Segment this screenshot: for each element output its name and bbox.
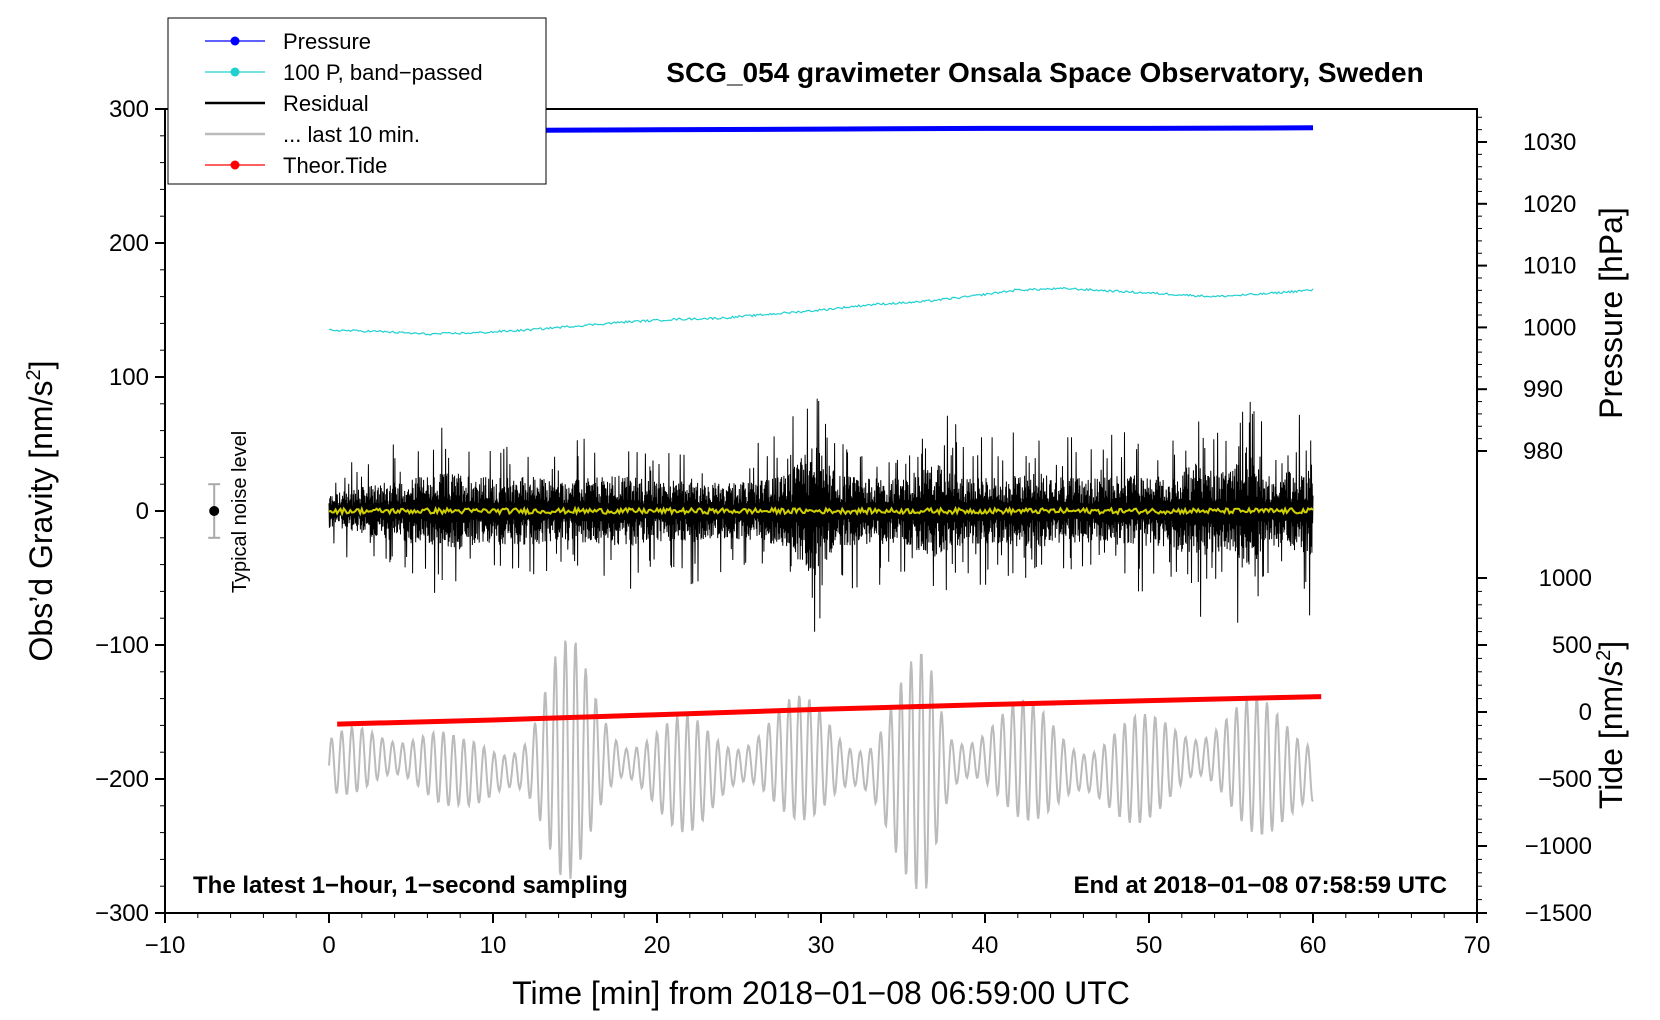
- pressure-tick-label: 980: [1523, 438, 1563, 465]
- x-tick-label: 10: [480, 932, 507, 959]
- y-tick-label: −100: [95, 632, 149, 659]
- pressure-axis-title: Pressure [hPa]: [1593, 207, 1629, 419]
- annotation-right: End at 2018−01−08 07:58:59 UTC: [1073, 872, 1447, 899]
- tide-tick-label: −1000: [1525, 833, 1592, 860]
- pressure-tick-label: 990: [1523, 376, 1563, 403]
- y-tick-label: 100: [109, 364, 149, 391]
- y-tick-label: 300: [109, 96, 149, 123]
- x-axis-title: Time [min] from 2018−01−08 06:59:00 UTC: [512, 975, 1130, 1011]
- legend-label: Pressure: [283, 29, 371, 54]
- x-tick-label: 40: [972, 932, 999, 959]
- y-tick-label: 0: [136, 498, 149, 525]
- tide-axis-title-main: Tide [nm/s: [1593, 661, 1629, 809]
- band-passed-line: [328, 286, 1314, 336]
- x-tick-label: 20: [644, 932, 671, 959]
- pressure-axis-ticks: 980 990 1000 1010 1020 1030: [1477, 116, 1576, 465]
- chart-title: SCG_054 gravimeter Onsala Space Observat…: [666, 57, 1423, 88]
- tide-tick-label: 0: [1579, 699, 1592, 726]
- legend-marker: [230, 36, 240, 46]
- x-tick-label: 30: [808, 932, 835, 959]
- legend-label: Residual: [283, 91, 369, 116]
- tide-line: [337, 694, 1322, 727]
- pressure-tick-label: 1010: [1523, 253, 1576, 280]
- y-tick-label: −200: [95, 766, 149, 793]
- legend-marker: [230, 67, 240, 77]
- y-left-axis-ticks: −300 −200 −100 0 100 200 300: [95, 96, 165, 927]
- annotation-left: The latest 1−hour, 1−second sampling: [193, 872, 628, 899]
- y-left-axis-title-main: Obs’d Gravity [nm/s: [23, 381, 59, 662]
- legend-marker: [230, 160, 240, 170]
- x-tick-label: 50: [1136, 932, 1163, 959]
- legend-label: ... last 10 min.: [283, 122, 420, 147]
- smoothed-residual-series: [328, 505, 1314, 517]
- tide-tick-label: 500: [1552, 632, 1592, 659]
- y-left-axis-title-sup: 2: [23, 369, 45, 380]
- x-tick-label: 70: [1464, 932, 1491, 959]
- legend-label: Theor.Tide: [283, 153, 387, 178]
- last-10-min-series: [328, 640, 1314, 890]
- pressure-tick-label: 1030: [1523, 129, 1576, 156]
- legend: Pressure 100 P, band−passed Residual ... la…: [167, 17, 547, 185]
- tide-axis-ticks: −1500 −1000 −500 0 500 1000: [1477, 565, 1592, 927]
- y-left-axis-title-end: ]: [23, 361, 59, 370]
- last-10-min-line: [328, 640, 1314, 890]
- noise-level-bar: [208, 483, 221, 539]
- tide-axis-title-end: ]: [1593, 641, 1629, 650]
- noise-label: Typical noise level: [229, 431, 251, 593]
- tide-axis-title: Tide [nm/s2]: [1593, 641, 1629, 809]
- tide-axis-title-sup: 2: [1593, 650, 1615, 661]
- smoothed-residual-line: [328, 505, 1314, 517]
- x-axis-ticks: −10 0 10 20 30 40 50 60 70: [145, 913, 1491, 959]
- x-tick-label: −10: [145, 932, 186, 959]
- legend-box: [167, 17, 547, 185]
- pressure-tick-label: 1020: [1523, 191, 1576, 218]
- band-passed-pressure-series: [328, 286, 1314, 336]
- legend-label: 100 P, band−passed: [283, 60, 483, 85]
- y-left-axis-title: Obs’d Gravity [nm/s2]: [23, 361, 59, 662]
- x-tick-label: 0: [322, 932, 335, 959]
- theoretical-tide-series: [337, 694, 1322, 727]
- y-tick-label: −300: [95, 900, 149, 927]
- x-tick-label: 60: [1300, 932, 1327, 959]
- noise-bar-dot: [209, 506, 220, 516]
- y-tick-label: 200: [109, 230, 149, 257]
- tide-tick-label: 1000: [1539, 565, 1592, 592]
- pressure-tick-label: 1000: [1523, 314, 1576, 341]
- tide-tick-label: −1500: [1525, 900, 1592, 927]
- tide-tick-label: −500: [1538, 766, 1592, 793]
